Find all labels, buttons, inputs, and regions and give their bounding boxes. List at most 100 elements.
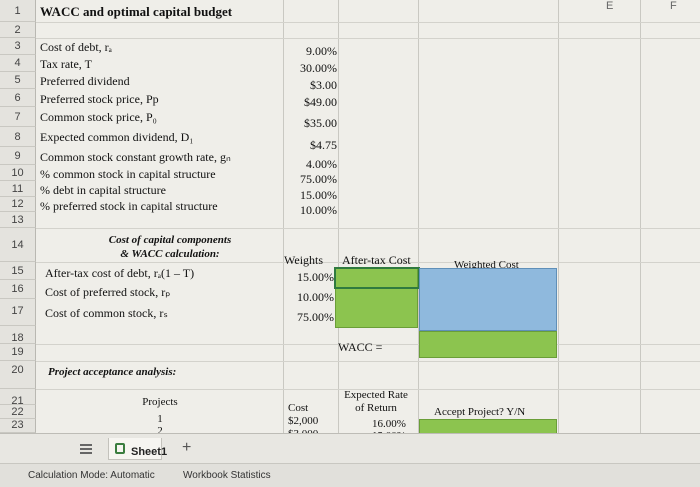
row-number: 13 bbox=[11, 214, 24, 226]
row-header[interactable]: 15 bbox=[0, 262, 36, 280]
column-header-e[interactable]: E bbox=[606, 0, 614, 12]
weighted-cost-cells[interactable] bbox=[419, 268, 557, 331]
row-number: 23 bbox=[11, 419, 24, 431]
input-label[interactable]: % debt in capital structure bbox=[40, 183, 166, 197]
column-header-f[interactable]: F bbox=[670, 0, 677, 12]
row-header[interactable]: 23 bbox=[0, 419, 36, 433]
components-heading[interactable]: Cost of capital components bbox=[108, 234, 232, 246]
row-header[interactable]: 6 bbox=[0, 89, 36, 107]
row-number: 4 bbox=[14, 57, 21, 69]
row-header[interactable]: 16 bbox=[0, 280, 36, 299]
expected-return-header[interactable]: of Return bbox=[355, 402, 397, 414]
component-weight[interactable]: 75.00% bbox=[297, 310, 334, 324]
input-label[interactable]: Cost of debt, rₐ bbox=[40, 40, 112, 54]
row-header[interactable]: 22 bbox=[0, 405, 36, 419]
row-header[interactable]: 10 bbox=[0, 165, 36, 181]
row-gridline bbox=[36, 228, 700, 229]
weights-header[interactable]: Weights bbox=[284, 253, 324, 267]
row-header[interactable]: 19 bbox=[0, 344, 36, 361]
input-value[interactable]: $35.00 bbox=[304, 116, 337, 130]
row-number: 3 bbox=[14, 40, 21, 52]
input-value[interactable]: 10.00% bbox=[300, 203, 337, 217]
row-number: 22 bbox=[11, 406, 24, 418]
column-gridline bbox=[558, 0, 559, 433]
input-value[interactable]: $3.00 bbox=[310, 78, 337, 92]
column-gridline bbox=[418, 0, 419, 433]
row-header[interactable]: 17 bbox=[0, 299, 36, 326]
component-label[interactable]: Cost of common stock, rₛ bbox=[45, 306, 168, 320]
component-weight[interactable]: 10.00% bbox=[297, 290, 334, 304]
input-value[interactable]: 75.00% bbox=[300, 172, 337, 186]
input-value[interactable]: 4.00% bbox=[306, 157, 337, 171]
input-label[interactable]: Preferred stock price, Pp bbox=[40, 92, 159, 106]
row-header[interactable]: 13 bbox=[0, 212, 36, 228]
sheet-icon bbox=[115, 443, 125, 454]
hamburger-icon[interactable] bbox=[80, 444, 92, 454]
row-header[interactable]: 5 bbox=[0, 72, 36, 89]
row-header[interactable]: 3 bbox=[0, 38, 36, 55]
add-sheet-button[interactable]: + bbox=[182, 439, 192, 456]
column-gridline bbox=[283, 0, 284, 433]
component-label[interactable]: After-tax cost of debt, rₐ(1 – T) bbox=[45, 266, 195, 280]
sheet-tab-label: Sheet1 bbox=[131, 446, 168, 458]
project-number[interactable]: 2 bbox=[157, 425, 163, 437]
projects-header[interactable]: Projects bbox=[142, 396, 178, 408]
row-header[interactable]: 7 bbox=[0, 107, 36, 127]
input-label[interactable]: Common stock price, P₀ bbox=[40, 110, 157, 124]
row-number: 17 bbox=[11, 305, 24, 317]
row-header[interactable]: 14 bbox=[0, 228, 36, 262]
input-value[interactable]: $4.75 bbox=[310, 138, 337, 152]
input-label[interactable]: % preferred stock in capital structure bbox=[40, 199, 218, 213]
wacc-label[interactable]: WACC = bbox=[338, 340, 383, 354]
row-header[interactable]: 9 bbox=[0, 147, 36, 165]
row-header[interactable]: 1 bbox=[0, 0, 36, 22]
projects-heading[interactable]: Project acceptance analysis: bbox=[48, 366, 177, 378]
row-header[interactable]: 4 bbox=[0, 55, 36, 72]
row-header[interactable]: 20 bbox=[0, 361, 36, 389]
row-number: 12 bbox=[11, 198, 24, 210]
row-gridline bbox=[36, 361, 700, 362]
sheet-tab-sheet1[interactable]: Sheet1 bbox=[108, 438, 167, 460]
input-label[interactable]: Common stock constant growth rate, gₙ bbox=[40, 150, 231, 164]
component-label[interactable]: Cost of preferred stock, rₚ bbox=[45, 285, 171, 299]
calculation-mode-status[interactable]: Calculation Mode: Automatic bbox=[28, 470, 155, 481]
input-value[interactable]: $49.00 bbox=[304, 95, 337, 109]
row-number: 5 bbox=[14, 74, 21, 86]
input-value[interactable]: 9.00% bbox=[306, 44, 337, 58]
component-weight[interactable]: 15.00% bbox=[297, 270, 334, 284]
row-header[interactable]: 21 bbox=[0, 389, 36, 407]
components-heading[interactable]: & WACC calculation: bbox=[120, 248, 220, 260]
input-label[interactable]: Preferred dividend bbox=[40, 74, 130, 88]
input-label[interactable]: % common stock in capital structure bbox=[40, 167, 216, 181]
sheet-title[interactable]: WACC and optimal capital budget bbox=[40, 4, 233, 19]
input-label[interactable]: Expected common dividend, D₁ bbox=[40, 130, 194, 144]
after-tax-cost-header[interactable]: After-tax Cost bbox=[342, 253, 411, 267]
column-gridline bbox=[338, 0, 339, 433]
workbook-statistics-button[interactable]: Workbook Statistics bbox=[183, 470, 271, 481]
row-gridline bbox=[36, 389, 700, 390]
project-cost[interactable]: $2,000 bbox=[288, 415, 319, 427]
cost-header[interactable]: Cost bbox=[288, 402, 309, 414]
row-header[interactable]: 11 bbox=[0, 181, 36, 197]
row-gridline bbox=[36, 22, 700, 23]
row-header[interactable]: 2 bbox=[0, 22, 36, 38]
wacc-value-cell[interactable] bbox=[419, 331, 557, 358]
row-number: 10 bbox=[11, 167, 24, 179]
row-number: 2 bbox=[14, 24, 21, 36]
row-gridline bbox=[36, 344, 700, 345]
input-value[interactable]: 30.00% bbox=[300, 61, 337, 75]
project-number[interactable]: 1 bbox=[157, 413, 163, 425]
row-header[interactable]: 8 bbox=[0, 127, 36, 147]
row-number: 20 bbox=[11, 364, 24, 376]
expected-return-header[interactable]: Expected Rate bbox=[344, 389, 408, 401]
row-header[interactable]: 12 bbox=[0, 197, 36, 212]
after-tax-cost-cell[interactable] bbox=[335, 288, 418, 328]
accept-project-header[interactable]: Accept Project? Y/N bbox=[434, 406, 526, 418]
input-label[interactable]: Tax rate, T bbox=[40, 57, 92, 71]
row-number: 11 bbox=[11, 183, 24, 195]
row-number: 19 bbox=[11, 346, 24, 358]
row-header[interactable]: 18 bbox=[0, 326, 36, 344]
input-value[interactable]: 15.00% bbox=[300, 188, 337, 202]
project-return[interactable]: 16.00% bbox=[372, 418, 406, 430]
